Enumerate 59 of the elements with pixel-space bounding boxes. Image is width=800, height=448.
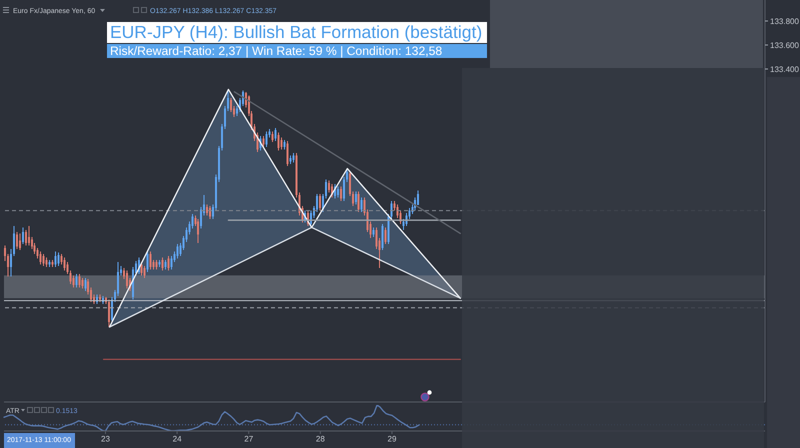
- candlestick: [28, 226, 30, 246]
- candlestick: [150, 250, 152, 270]
- candlestick: [176, 244, 178, 260]
- candlestick: [382, 223, 384, 251]
- candlestick: [84, 277, 86, 292]
- candlestick: [22, 226, 24, 245]
- candlestick: [144, 265, 146, 278]
- candlestick: [209, 205, 212, 220]
- candlestick: [336, 186, 339, 198]
- candlestick: [358, 190, 360, 212]
- candlestick: [292, 152, 294, 164]
- candlestick: [18, 232, 21, 251]
- y-tick-label: 133.400: [770, 64, 800, 74]
- candlestick: [272, 130, 274, 143]
- candlestick: [283, 139, 286, 150]
- candlestick: [24, 229, 27, 246]
- y-tick-label: 133.800: [770, 16, 800, 26]
- candlestick: [274, 127, 277, 142]
- candlestick: [42, 253, 45, 266]
- candlestick: [162, 256, 164, 272]
- candlestick: [108, 298, 110, 328]
- candlestick: [16, 232, 18, 250]
- candlestick: [146, 250, 149, 272]
- candlestick: [140, 262, 143, 276]
- y-tick-label: 133.600: [770, 40, 800, 50]
- x-tick-label: 28: [316, 434, 326, 444]
- candlestick: [266, 130, 268, 148]
- candlestick: [354, 190, 357, 206]
- candlestick: [206, 204, 208, 216]
- candlestick: [54, 250, 57, 268]
- candlestick: [78, 274, 80, 288]
- candlestick: [384, 226, 386, 245]
- candlestick: [170, 256, 172, 270]
- candlestick: [46, 256, 48, 268]
- candlestick: [75, 274, 78, 288]
- candlestick: [286, 140, 288, 167]
- candlestick: [319, 193, 322, 212]
- x-tick-label: 24: [172, 434, 182, 444]
- candlestick: [58, 252, 60, 266]
- candlestick: [197, 218, 200, 244]
- candlestick: [262, 136, 265, 148]
- candlestick: [360, 196, 363, 212]
- candlestick: [63, 256, 66, 272]
- candlestick: [167, 256, 170, 272]
- candlestick: [280, 136, 282, 150]
- candlestick: [126, 270, 128, 290]
- candlestick: [372, 226, 375, 238]
- candlestick: [277, 132, 280, 152]
- candlestick: [340, 186, 342, 202]
- x-tick-label: 23: [101, 434, 110, 444]
- candlestick: [72, 274, 74, 288]
- candlestick: [230, 97, 232, 113]
- candlestick: [156, 259, 158, 270]
- x-tick-label: 27: [244, 434, 254, 444]
- candlestick: [164, 259, 167, 270]
- candlestick: [81, 277, 84, 290]
- candlestick: [328, 180, 330, 194]
- x-tick-label: 29: [388, 434, 397, 444]
- candlestick: [40, 250, 42, 266]
